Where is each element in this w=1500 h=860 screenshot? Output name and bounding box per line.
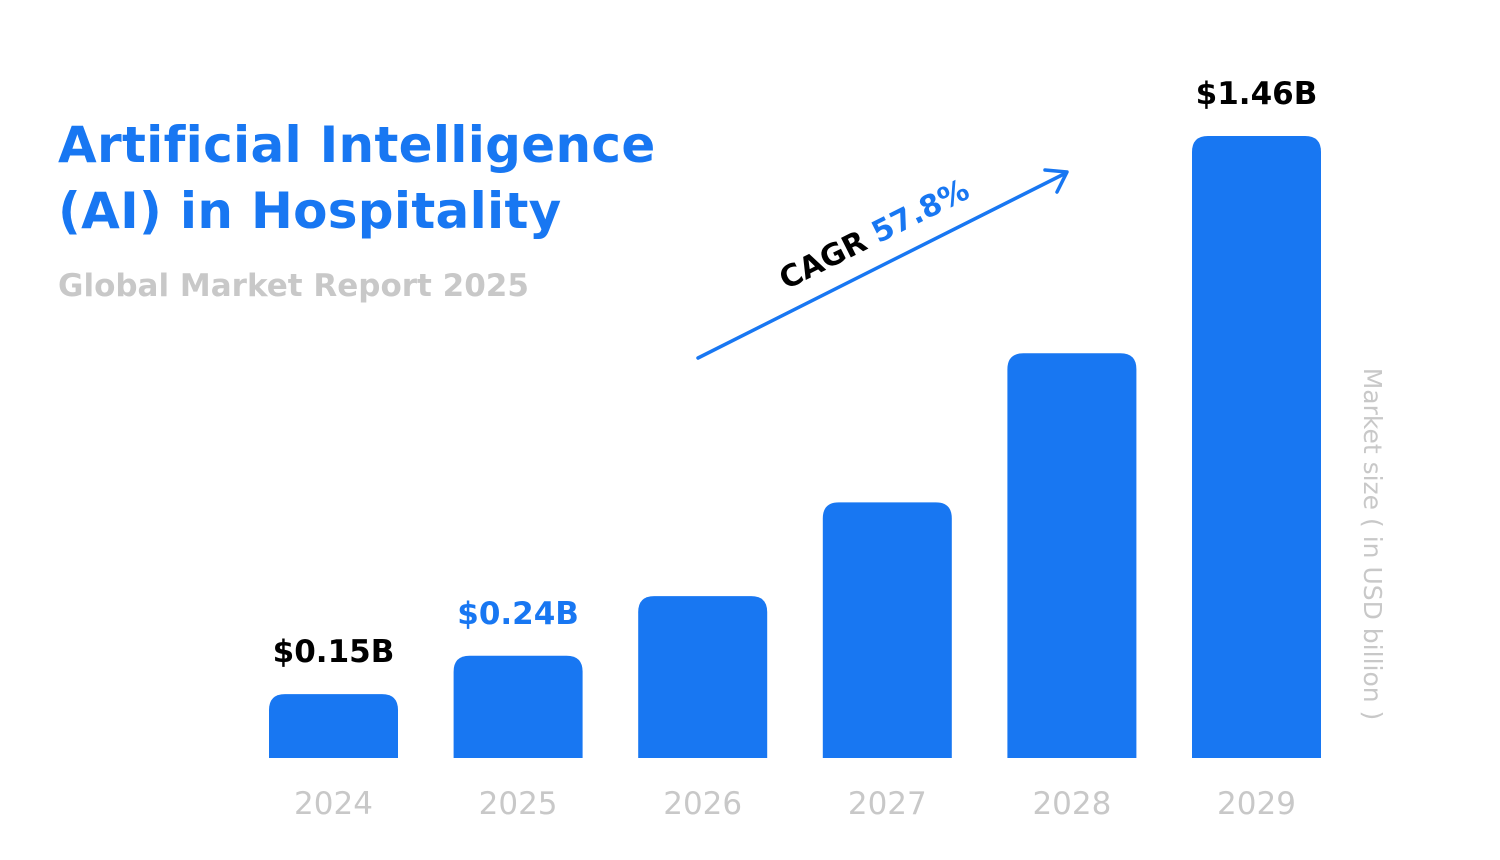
x-tick-label-2028: 2028 xyxy=(1032,786,1111,822)
x-tick-label-2025: 2025 xyxy=(479,786,558,822)
data-label-2029: $1.46B xyxy=(1196,76,1318,112)
chart-title-line-1: Artificial Intelligence xyxy=(58,116,656,174)
y-axis-label: Market size ( in USD billion ) xyxy=(1358,368,1387,721)
chart-title: Artificial Intelligence (AI) in Hospital… xyxy=(58,112,656,244)
chart-title-line-2: (AI) in Hospitality xyxy=(58,182,562,240)
cagr-value: 57.8% xyxy=(866,173,975,251)
data-label-2024: $0.15B xyxy=(273,634,395,670)
bar-2025 xyxy=(453,655,583,758)
cagr-arrow xyxy=(696,172,1066,360)
data-label-2025: $0.24B xyxy=(457,596,579,632)
bar-2027 xyxy=(822,502,952,758)
cagr-label: CAGR xyxy=(774,219,882,297)
x-tick-label-2026: 2026 xyxy=(663,786,742,822)
bar-2029 xyxy=(1192,136,1321,758)
bar-2026 xyxy=(638,596,768,758)
chart-subtitle: Global Market Report 2025 xyxy=(58,268,529,304)
x-tick-label-2027: 2027 xyxy=(848,786,927,822)
x-tick-label-2029: 2029 xyxy=(1217,786,1296,822)
cagr-arrowhead-icon xyxy=(1043,168,1069,194)
x-tick-label-2024: 2024 xyxy=(294,786,373,822)
bar-2024 xyxy=(269,694,398,758)
bar-2028 xyxy=(1007,353,1137,758)
